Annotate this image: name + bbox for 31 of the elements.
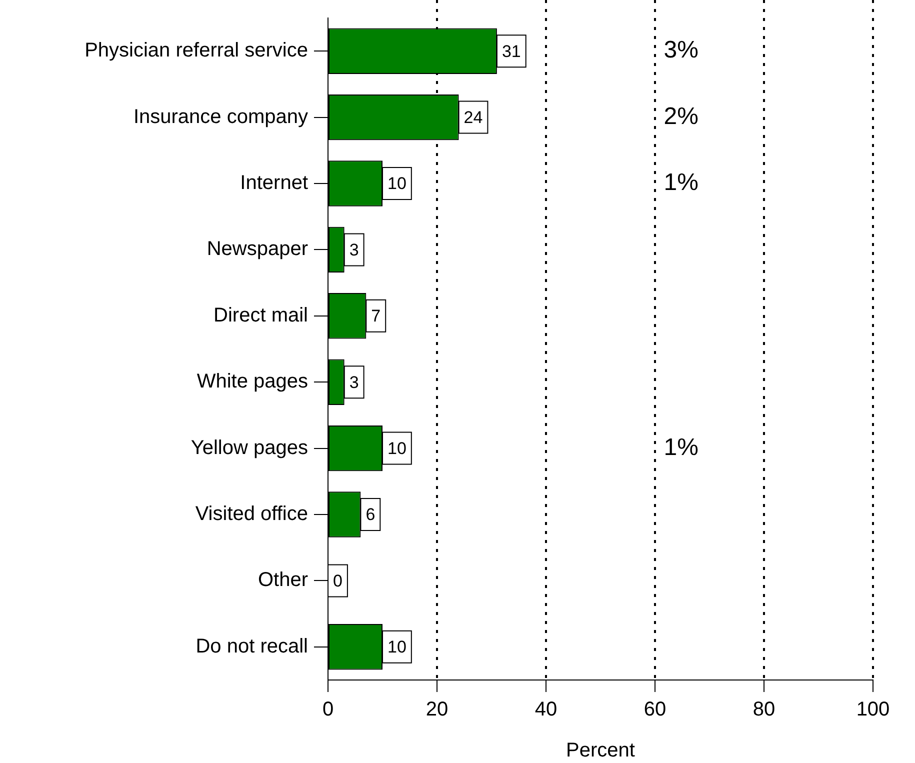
y-tick-label: Physician referral service <box>84 40 308 62</box>
y-tick-label: Internet <box>240 172 308 194</box>
y-tick-label: Do not recall <box>196 635 308 658</box>
x-tick-label: 40 <box>534 698 558 721</box>
x-axis-title: Percent <box>566 740 636 762</box>
y-tick-label: White pages <box>196 370 308 393</box>
y-tick-label: Yellow pages <box>190 436 308 459</box>
x-tick-label: 80 <box>752 698 776 721</box>
y-tick-label: Newspaper <box>206 238 308 260</box>
data-label: 7 <box>371 306 381 326</box>
data-label: 31 <box>502 42 521 61</box>
annotation: 3% <box>664 36 698 64</box>
y-tick-label: Visited office <box>195 503 308 526</box>
annotation: 1% <box>664 169 698 196</box>
x-tick-label: 60 <box>644 698 666 721</box>
data-label: 6 <box>366 505 376 524</box>
data-label: 3 <box>349 372 359 392</box>
x-tick-label: 20 <box>426 698 448 721</box>
data-label: 0 <box>332 571 342 590</box>
y-tick-label: Insurance company <box>133 106 308 128</box>
x-tick-label: 100 <box>856 698 890 721</box>
data-label: 10 <box>387 638 406 657</box>
annotation: 2% <box>664 102 698 130</box>
data-label: 10 <box>387 174 406 194</box>
data-label: 24 <box>464 108 483 127</box>
annotation: 1% <box>664 434 698 461</box>
y-tick-label: Other <box>258 569 308 592</box>
data-label: 10 <box>387 438 406 458</box>
data-label: 3 <box>349 240 359 260</box>
y-tick-label: Direct mail <box>214 304 308 326</box>
x-tick-label: 0 <box>322 698 334 721</box>
